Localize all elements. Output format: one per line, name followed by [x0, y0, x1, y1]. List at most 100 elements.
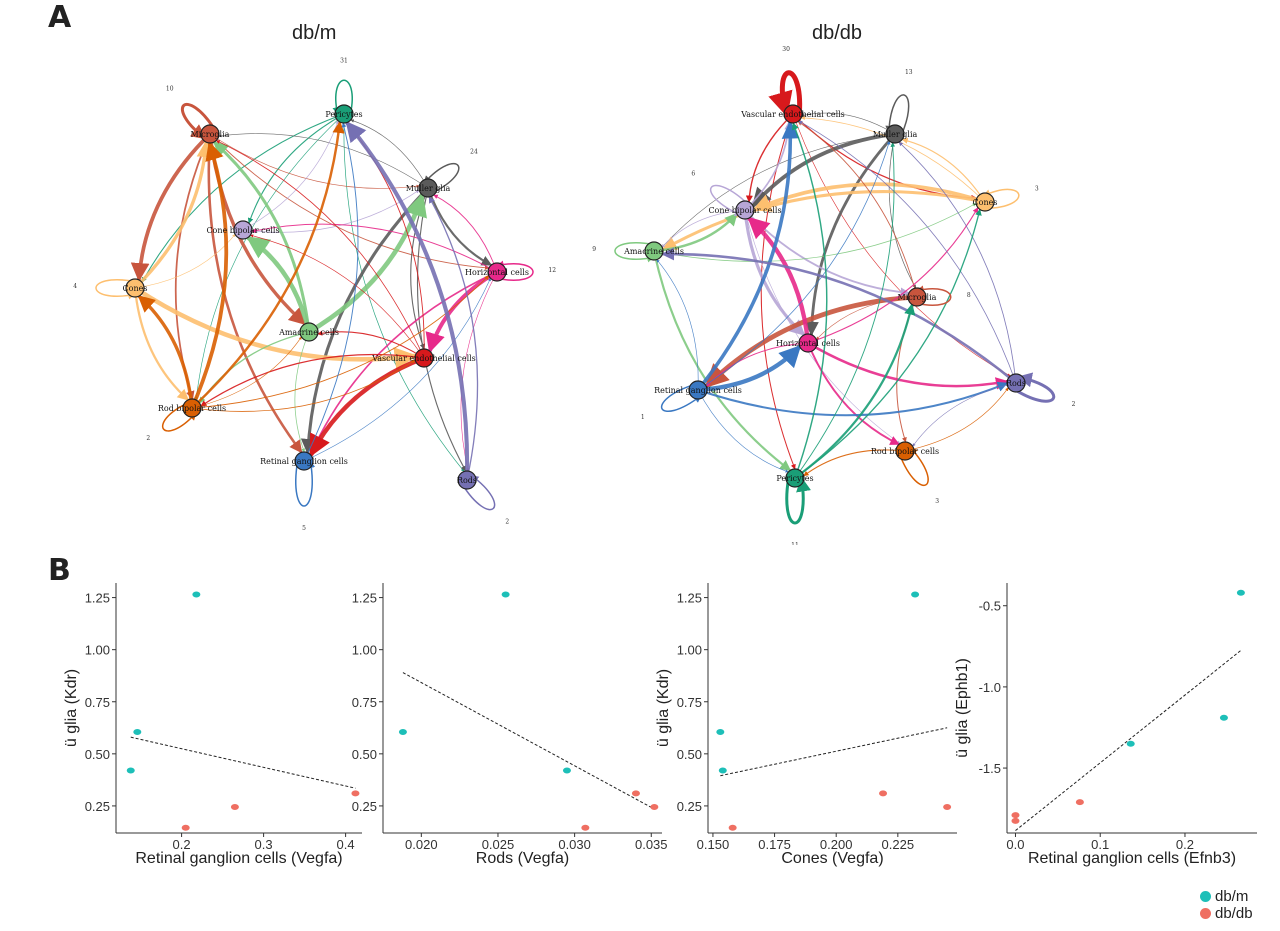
scatter-plot-2: 0.25 0.50 0.75 1.00 1.25 0.020 0.025 0.030 0.035…: [352, 583, 668, 867]
data-point-dbdb: [1011, 812, 1020, 819]
network-node-label: Cone bipolar cells: [708, 206, 781, 215]
self-loop-count: 4: [73, 283, 77, 290]
x-tick-label: 0.035: [635, 837, 668, 852]
data-point-dbdb: [631, 790, 640, 797]
network-edge: [433, 194, 498, 273]
y-tick-label: 0.75: [352, 695, 377, 710]
network-node: [200, 124, 220, 144]
network-edge: [317, 330, 425, 359]
data-point-dbm: [911, 591, 920, 598]
network-node-label: Horizontal cells: [776, 339, 840, 348]
network-node-label: Microglia: [191, 130, 230, 139]
network-edge: [751, 132, 896, 208]
y-tick-label: 0.75: [85, 695, 110, 710]
self-loop-count: 11: [791, 542, 799, 545]
network-edge: [797, 121, 918, 298]
network-edge: [752, 182, 986, 212]
y-axis-label: ü glia (Kdr): [63, 669, 80, 747]
self-loop-count: 2: [146, 435, 150, 442]
network-self-loop: [496, 260, 534, 281]
network-self-loop: [709, 184, 750, 217]
network-edge: [743, 209, 806, 337]
network-edge: [794, 142, 896, 479]
y-tick-label: 0.25: [85, 799, 110, 814]
network-edge: [744, 121, 793, 211]
data-point-dbm: [192, 591, 201, 598]
self-loop-count: 9: [592, 246, 596, 253]
x-axis-label: Retinal ganglion cells (Vegfa): [135, 850, 342, 867]
network-self-loop: [785, 476, 811, 525]
network-edge: [697, 344, 802, 393]
legend-swatch-dbm: [1200, 891, 1211, 902]
data-point-dbm: [133, 728, 142, 735]
data-point-dbdb: [230, 803, 239, 810]
network-node-label: Retinal ganglion cells: [260, 457, 348, 466]
network-node: [1006, 373, 1026, 393]
self-loop-count: 3: [1035, 186, 1039, 193]
network-node: [414, 348, 434, 368]
x-tick-label: 0.2: [1176, 837, 1194, 852]
y-axis-label: ü glia (Ephb1): [954, 658, 971, 758]
legend: db/m db/db: [1200, 888, 1253, 922]
network-edge: [697, 140, 891, 391]
network-self-loop: [982, 188, 1020, 209]
network-edge: [209, 133, 490, 271]
network-self-loop: [916, 285, 952, 306]
data-point-dbdb: [943, 803, 952, 810]
network-node: [294, 451, 314, 471]
network-edge: [190, 141, 229, 409]
network-edge: [218, 133, 429, 189]
network-node: [798, 333, 818, 353]
network-self-loop: [1012, 372, 1055, 403]
network-node-label: Microglia: [898, 293, 937, 302]
network-edge: [804, 133, 897, 337]
network-edge: [350, 119, 429, 189]
network-edge: [303, 278, 491, 462]
network-edge: [653, 202, 977, 262]
network-node: [487, 262, 507, 282]
y-tick-label: 1.00: [677, 643, 702, 658]
legend-item-dbdb: db/db: [1200, 905, 1253, 922]
self-loop-count: 8: [967, 292, 971, 299]
y-tick-label: -0.5: [979, 599, 1001, 614]
network-edge: [803, 449, 906, 477]
self-loop-count: 30: [782, 46, 790, 53]
network-edge: [133, 287, 189, 401]
network-node: [688, 380, 708, 400]
self-loop-count: 12: [548, 267, 556, 274]
self-loop-count: 10: [166, 85, 174, 92]
x-axis-label: Cones (Vegfa): [781, 850, 883, 867]
network-edge: [191, 359, 416, 412]
network-edge: [303, 122, 359, 462]
network-node: [418, 178, 438, 198]
network-node: [907, 287, 927, 307]
network-node: [457, 470, 477, 490]
network-self-loop: [898, 447, 929, 487]
regression-line: [402, 672, 655, 810]
network-edge: [652, 250, 792, 472]
network-edge: [246, 235, 312, 333]
network-edge: [901, 137, 986, 203]
self-loop-count: 3: [935, 498, 939, 505]
x-axis-label: Rods (Vegfa): [476, 850, 569, 867]
network-edge: [200, 353, 425, 407]
x-tick-label: 0.1: [1091, 837, 1109, 852]
network-node: [334, 104, 354, 124]
network-node: [644, 241, 664, 261]
x-tick-label: 0.200: [820, 837, 853, 852]
network-self-loop: [95, 279, 136, 300]
data-point-dbm: [716, 728, 725, 735]
y-tick-label: 0.50: [85, 747, 110, 762]
network-edge: [904, 387, 1009, 452]
x-tick-label: 0.4: [337, 837, 355, 852]
network-self-loop: [461, 475, 496, 511]
network-node-label: Rods: [457, 476, 477, 485]
x-tick-label: 0.2: [173, 837, 191, 852]
network-edge: [133, 286, 418, 370]
x-tick-label: 0.020: [405, 837, 438, 852]
data-point-dbdb: [650, 803, 659, 810]
network-edge: [137, 294, 194, 409]
